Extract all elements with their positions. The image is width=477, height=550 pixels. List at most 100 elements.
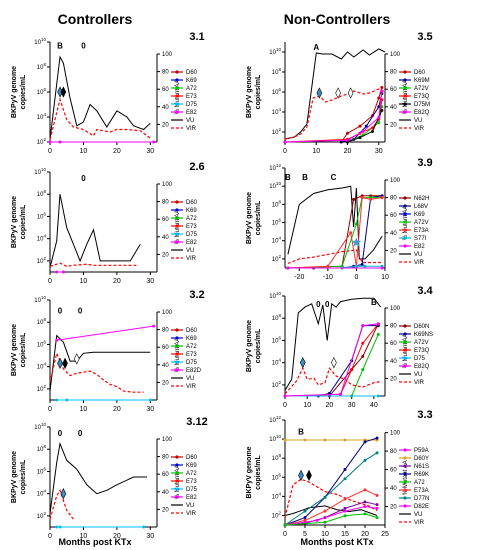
- x-tick-label: 30: [348, 402, 356, 409]
- data-point-s77i: [363, 264, 367, 268]
- annotation-label: B: [57, 41, 63, 50]
- x-tick-label: 20: [113, 406, 121, 413]
- data-point-d77n: [343, 477, 347, 481]
- legend-label-a72: A72: [186, 344, 197, 350]
- series-line-vu: [284, 297, 381, 391]
- legend-label-vu: VU: [414, 512, 422, 518]
- y-tick-exponent: 2: [43, 256, 46, 261]
- data-point-k69m: [364, 124, 368, 128]
- y2-tick-label: 60: [390, 213, 397, 219]
- legend-marker-d82e: [403, 504, 407, 508]
- y2-tick-label: 80: [162, 200, 169, 206]
- heading-non-controllers: Non-Controllers: [284, 11, 391, 27]
- series-line-d60n: [285, 323, 379, 397]
- legend-label-d75: D75: [186, 102, 198, 108]
- y2-tick-label: 60: [162, 217, 169, 223]
- x-tick-label: 10: [381, 274, 389, 281]
- y2-tick-label: 20: [390, 248, 397, 254]
- y2-tick-label: 60: [162, 472, 169, 478]
- x-tick-label: 20: [113, 148, 121, 155]
- legend-marker-d60: [175, 200, 179, 204]
- y-tick-label: 106: [37, 211, 47, 220]
- y-tick-exponent: 6: [278, 218, 281, 223]
- y2-tick-label: 100: [162, 310, 173, 316]
- legend-label-d77n: D77N: [414, 496, 429, 502]
- y-tick-exponent: 2: [278, 510, 281, 515]
- annotation-label: C: [331, 173, 337, 182]
- x-tick-label: 0: [283, 148, 287, 155]
- legend-label-vu: VU: [414, 118, 422, 124]
- legend-marker-e73: [175, 479, 179, 483]
- y-tick-label: 102: [272, 380, 282, 389]
- y-axis-label-line2: copies/mL: [255, 200, 262, 235]
- legend-marker-k69: [403, 212, 407, 216]
- x-tick-label: 10: [80, 278, 88, 285]
- legend-label-vu: VU: [186, 503, 194, 509]
- legend-label-d75: D75: [186, 360, 198, 366]
- y-tick-exponent: 8: [278, 313, 281, 318]
- data-point-d75: [65, 398, 69, 402]
- y-tick-label: 106: [37, 339, 47, 348]
- y-tick-label: 104: [37, 112, 47, 121]
- series-line-a72v: [287, 197, 383, 269]
- y-tick-label: 1010: [269, 434, 281, 443]
- y2-tick-label: 20: [162, 507, 169, 513]
- data-point-d60y: [283, 438, 287, 442]
- chart-panel-3.3: 0 5 10 15 20 25102104106108101010122040608010…: [246, 409, 433, 538]
- legend-marker-d60: [175, 70, 179, 74]
- diamond-marker: [57, 357, 63, 370]
- data-point-a72: [363, 512, 367, 516]
- legend-marker-l68v: [403, 204, 407, 208]
- data-point-a72v: [354, 222, 358, 226]
- y2-tick-label: 60: [390, 87, 397, 93]
- diamond-marker: [62, 357, 68, 370]
- data-point-d60: [358, 124, 362, 128]
- x-tick-label: 10: [80, 533, 88, 540]
- y2-tick-label: 40: [162, 363, 169, 369]
- data-point-e82: [152, 140, 156, 144]
- legend-label-vu: VU: [186, 118, 194, 124]
- data-point-e82: [286, 266, 290, 270]
- legend-marker-a72v: [403, 220, 407, 224]
- diamond-marker: [73, 353, 80, 365]
- legend-marker-d75: [175, 487, 179, 491]
- y-tick-label: 104: [37, 362, 47, 371]
- legend-marker-k69: [175, 463, 179, 467]
- x-tick-label: 30: [375, 148, 383, 155]
- y-tick-label: 108: [37, 189, 47, 198]
- legend-label-s77i: S77I: [414, 236, 427, 242]
- data-point-d75: [142, 525, 146, 529]
- data-point-e82q: [361, 324, 365, 328]
- y-tick-exponent: 12: [276, 415, 282, 420]
- x-tick-label: 0: [354, 274, 358, 281]
- series-line-vu: [49, 194, 141, 268]
- legend-marker-d60y: [403, 456, 407, 460]
- y-tick-label: 104: [272, 491, 282, 500]
- series-line-vir: [287, 249, 383, 265]
- y-tick-exponent: 8: [43, 317, 46, 322]
- y2-tick-label: 100: [162, 437, 173, 443]
- legend-label-a72v: A72V: [414, 220, 429, 226]
- data-point-r69k: [363, 440, 367, 444]
- legend-marker-e73q: [403, 348, 407, 352]
- annotation-label: 0: [58, 306, 63, 315]
- legend-label-a72v: A72V: [414, 340, 429, 346]
- data-point-a72v: [361, 368, 365, 372]
- legend-label-d60: D60: [414, 70, 426, 76]
- legend-label-d60y: D60Y: [414, 456, 429, 462]
- y-axis-label-line1: BKPyV genome: [11, 451, 18, 503]
- legend-label-n61s: N61S: [414, 464, 429, 470]
- data-point-a72: [375, 516, 379, 520]
- legend-marker-d75: [175, 232, 179, 236]
- data-point-d75m: [371, 129, 374, 133]
- data-point-d75: [148, 398, 152, 402]
- y2-tick-label: 80: [390, 70, 397, 76]
- legend-marker-d75: [175, 360, 179, 364]
- series-line-vir: [284, 88, 386, 140]
- data-point-e73a: [375, 493, 379, 497]
- y-tick-label: 106: [272, 87, 282, 96]
- annotation-label: 0: [81, 41, 86, 50]
- data-point-p59a: [343, 509, 347, 513]
